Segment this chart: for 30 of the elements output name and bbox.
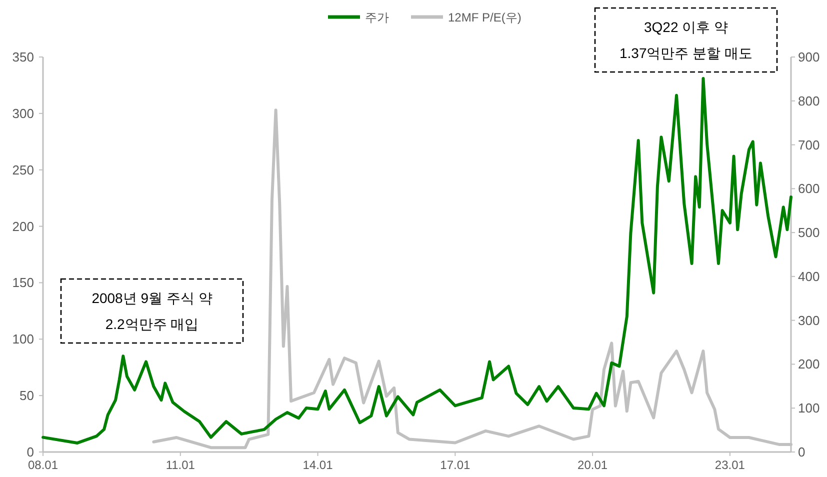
y2-tick-label: 800 [798,93,820,108]
y-tick-label: 250 [12,162,34,178]
y2-tick-label: 900 [798,50,820,64]
x-tick-label: 08.01 [28,458,58,472]
y-tick-label: 200 [12,218,34,234]
x-tick-label: 11.01 [166,458,196,472]
y-tick-label: 350 [12,50,34,64]
x-tick-label: 17.01 [440,458,471,472]
y2-tick-label: 300 [798,312,820,328]
y-tick-label: 150 [12,275,34,290]
x-tick-label: 20.01 [578,458,608,472]
y2-tick-label: 400 [798,268,820,284]
y2-tick-label: 0 [798,444,806,460]
y2-tick-label: 100 [798,400,820,416]
y2-tick-label: 200 [798,356,820,372]
y-tick-label: 0 [26,444,34,460]
legend-label: 12MF P/E(우) [448,10,522,24]
y-tick-label: 300 [12,106,34,121]
y2-tick-label: 500 [798,225,820,240]
y-tick-label: 50 [20,388,34,404]
annotation: 3Q22 이후 약 1.37억만주 분할 매도 [619,19,753,61]
x-tick-label: 23.01 [714,458,746,472]
annotation: 2008년 9월 주식 약 2.2억만주 매입 [92,290,212,332]
y2-tick-label: 700 [798,137,820,152]
y-tick-label: 100 [12,332,34,347]
x-tick-label: 14.01 [302,458,334,472]
legend-label: 주가 [365,10,389,24]
annotation: 3Q22 이후 약 1.37억만주 분할 매도 [594,7,778,73]
annotation: 2008년 9월 주식 약 2.2억만주 매입 [60,278,244,344]
y2-tick-label: 600 [798,181,820,196]
